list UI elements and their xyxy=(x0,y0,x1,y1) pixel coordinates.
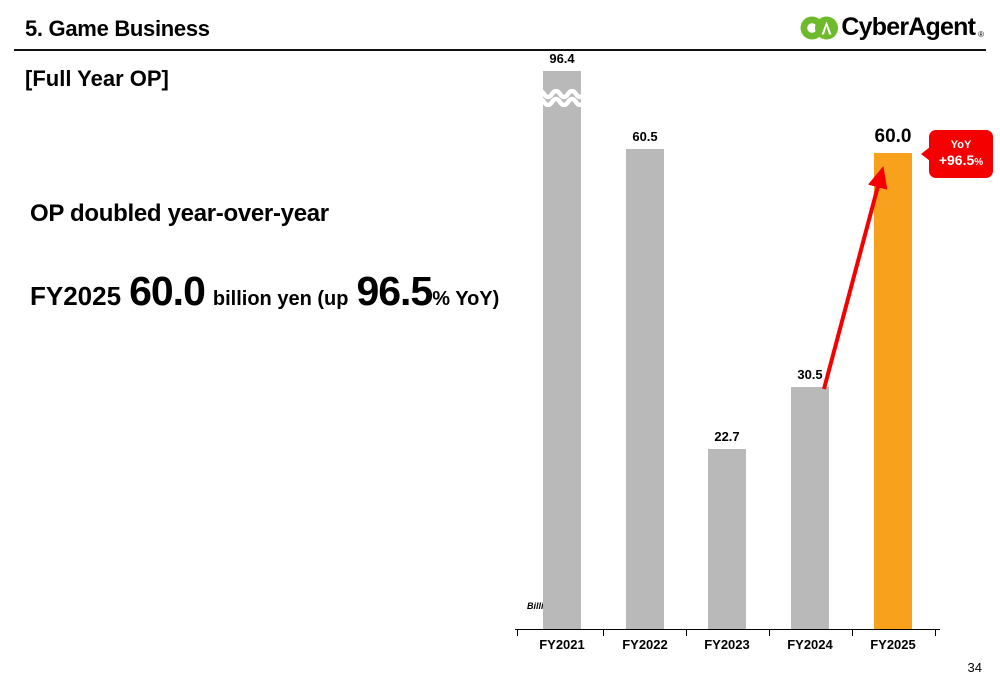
axis-tick xyxy=(603,629,604,636)
bar-value-fy2022: 60.5 xyxy=(632,129,658,144)
key-figure-fy: FY2025 xyxy=(30,281,122,311)
cyberagent-logo-mark-icon xyxy=(800,16,839,39)
x-label-fy2024: FY2024 xyxy=(787,637,833,652)
axis-break-icon xyxy=(538,89,586,107)
axis-tick xyxy=(935,629,936,636)
registered-mark: ® xyxy=(978,30,984,39)
bar-fy2023 xyxy=(708,449,746,629)
x-label-fy2023: FY2023 xyxy=(704,637,750,652)
yoy-callout-badge: YoY +96.5% xyxy=(921,130,993,178)
axis-tick xyxy=(686,629,687,636)
key-figure-line: FY2025 60.0 billion yen (up 96.5 % YoY) xyxy=(30,268,499,315)
key-message: OP doubled year-over-year xyxy=(30,200,329,227)
x-label-fy2022: FY2022 xyxy=(622,637,668,652)
axis-tick xyxy=(517,629,518,636)
bar-value-fy2025: 60.0 xyxy=(874,126,912,147)
axis-tick xyxy=(852,629,853,636)
title-divider xyxy=(14,49,986,51)
bar-value-fy2021: 96.4 xyxy=(549,51,575,66)
key-figure-tail-text: % YoY) xyxy=(432,288,500,310)
yoy-callout-value: +96.5% xyxy=(938,152,984,169)
key-figure-percent: 96.5 xyxy=(356,268,433,314)
bar-value-fy2024: 30.5 xyxy=(797,367,823,382)
bar-fy2024 xyxy=(791,387,829,629)
bar-value-fy2023: 22.7 xyxy=(714,429,740,444)
key-figure-mid-text: billion yen (up xyxy=(212,288,349,310)
yoy-callout-label: YoY xyxy=(950,138,972,151)
slide-subtitle: [Full Year OP] xyxy=(25,66,169,91)
key-figure-value: 60.0 xyxy=(129,268,206,314)
page-number: 34 xyxy=(967,660,982,675)
bar-fy2025 xyxy=(874,153,912,629)
slide-title: 5. Game Business xyxy=(25,16,210,41)
cyberagent-logo-text: CyberAgent xyxy=(841,13,976,41)
x-label-fy2021: FY2021 xyxy=(539,637,585,652)
x-axis-line xyxy=(515,629,940,630)
cyberagent-logo: CyberAgent ® xyxy=(800,13,984,42)
bar-fy2022 xyxy=(626,149,664,629)
op-bar-chart: Billion Yen 96.4FY202160.5FY202222.7FY20… xyxy=(515,51,960,652)
axis-tick xyxy=(769,629,770,636)
bar-fy2021 xyxy=(538,71,586,629)
x-label-fy2025: FY2025 xyxy=(870,637,916,652)
